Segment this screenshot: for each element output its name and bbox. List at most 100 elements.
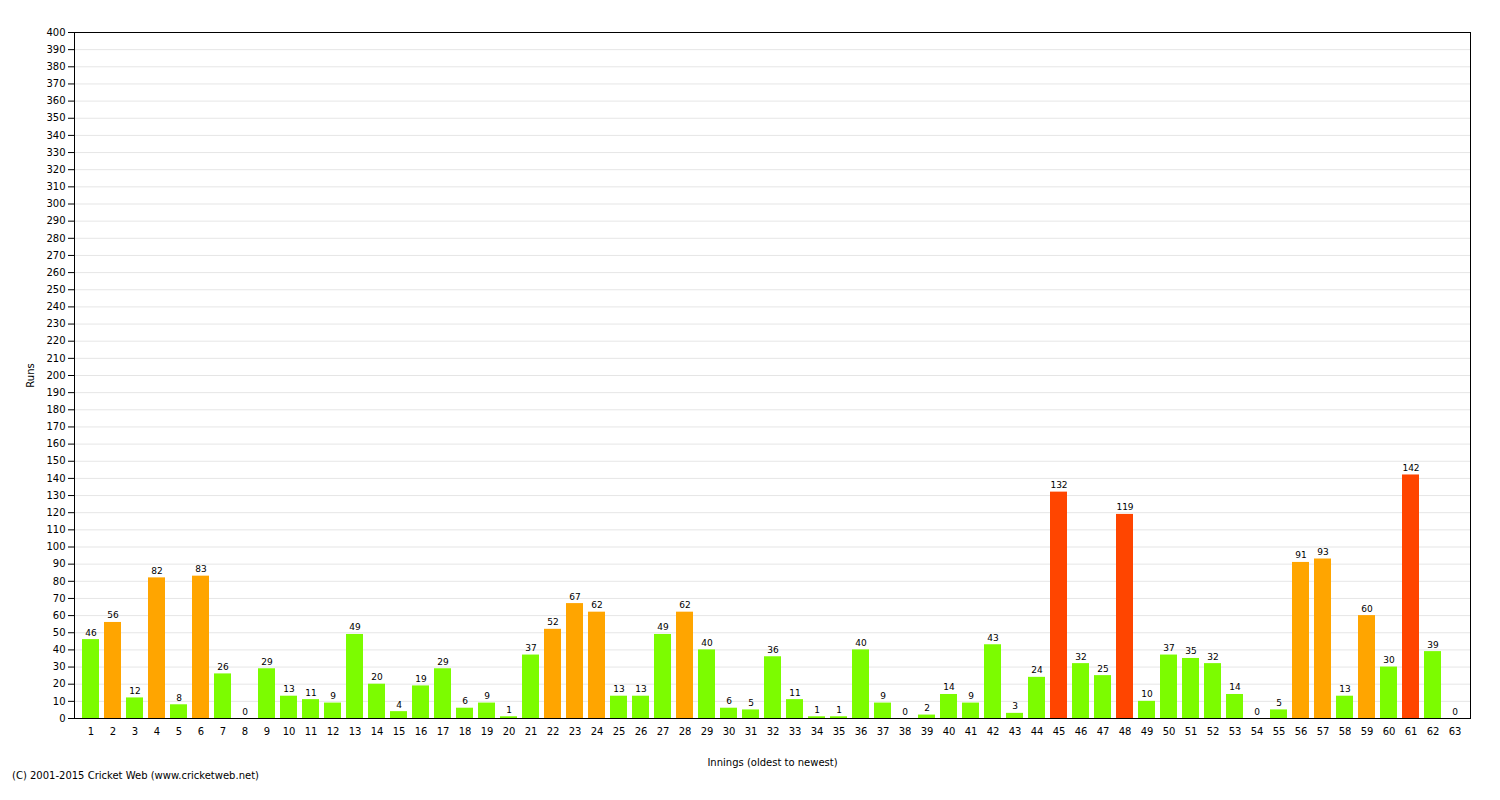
svg-text:14: 14 bbox=[1229, 682, 1241, 692]
svg-text:13: 13 bbox=[1339, 684, 1350, 694]
svg-text:54: 54 bbox=[1251, 726, 1264, 737]
svg-text:35: 35 bbox=[1185, 646, 1196, 656]
svg-text:39: 39 bbox=[1427, 640, 1439, 650]
svg-text:12: 12 bbox=[129, 686, 140, 696]
svg-text:3: 3 bbox=[1012, 701, 1018, 711]
svg-text:39: 39 bbox=[921, 726, 934, 737]
svg-text:160: 160 bbox=[46, 438, 65, 449]
svg-text:290: 290 bbox=[46, 215, 65, 226]
svg-text:13: 13 bbox=[613, 684, 624, 694]
svg-text:26: 26 bbox=[635, 726, 648, 737]
svg-text:32: 32 bbox=[1075, 652, 1086, 662]
svg-text:58: 58 bbox=[1339, 726, 1352, 737]
svg-text:10: 10 bbox=[1141, 689, 1153, 699]
svg-text:8: 8 bbox=[176, 693, 182, 703]
svg-text:62: 62 bbox=[1427, 726, 1440, 737]
svg-text:61: 61 bbox=[1405, 726, 1418, 737]
svg-text:0: 0 bbox=[59, 713, 65, 724]
svg-text:130: 130 bbox=[46, 490, 65, 501]
svg-text:44: 44 bbox=[1031, 726, 1044, 737]
svg-text:46: 46 bbox=[1075, 726, 1088, 737]
svg-text:0: 0 bbox=[242, 707, 248, 717]
svg-text:119: 119 bbox=[1116, 502, 1133, 512]
svg-text:14: 14 bbox=[943, 682, 955, 692]
svg-text:27: 27 bbox=[657, 726, 670, 737]
svg-text:15: 15 bbox=[393, 726, 406, 737]
svg-text:200: 200 bbox=[46, 370, 65, 381]
svg-text:55: 55 bbox=[1273, 726, 1286, 737]
svg-text:52: 52 bbox=[547, 617, 558, 627]
svg-text:43: 43 bbox=[987, 633, 998, 643]
svg-text:24: 24 bbox=[1031, 665, 1043, 675]
svg-text:4: 4 bbox=[154, 726, 160, 737]
svg-text:46: 46 bbox=[85, 628, 97, 638]
svg-text:190: 190 bbox=[46, 387, 65, 398]
svg-text:19: 19 bbox=[481, 726, 494, 737]
svg-text:43: 43 bbox=[1009, 726, 1022, 737]
svg-text:180: 180 bbox=[46, 404, 65, 415]
svg-text:32: 32 bbox=[767, 726, 780, 737]
svg-text:4: 4 bbox=[396, 700, 402, 710]
svg-text:13: 13 bbox=[635, 684, 646, 694]
svg-text:50: 50 bbox=[1163, 726, 1176, 737]
svg-text:10: 10 bbox=[283, 726, 296, 737]
svg-text:28: 28 bbox=[679, 726, 692, 737]
svg-text:34: 34 bbox=[811, 726, 824, 737]
svg-text:1: 1 bbox=[506, 705, 512, 715]
svg-text:35: 35 bbox=[833, 726, 846, 737]
svg-text:57: 57 bbox=[1317, 726, 1330, 737]
svg-text:60: 60 bbox=[53, 610, 66, 621]
svg-text:19: 19 bbox=[415, 674, 427, 684]
svg-text:140: 140 bbox=[46, 473, 65, 484]
svg-text:6: 6 bbox=[726, 696, 732, 706]
svg-text:56: 56 bbox=[107, 610, 119, 620]
svg-text:22: 22 bbox=[547, 726, 560, 737]
svg-text:53: 53 bbox=[1229, 726, 1242, 737]
svg-text:400: 400 bbox=[46, 27, 65, 38]
svg-text:48: 48 bbox=[1119, 726, 1132, 737]
svg-text:36: 36 bbox=[855, 726, 868, 737]
svg-text:0: 0 bbox=[1452, 707, 1458, 717]
svg-text:52: 52 bbox=[1207, 726, 1220, 737]
svg-text:41: 41 bbox=[965, 726, 978, 737]
svg-text:38: 38 bbox=[899, 726, 912, 737]
svg-text:240: 240 bbox=[46, 301, 65, 312]
svg-text:110: 110 bbox=[46, 524, 65, 535]
svg-text:67: 67 bbox=[569, 592, 580, 602]
svg-text:2: 2 bbox=[924, 703, 930, 713]
svg-text:Runs: Runs bbox=[25, 363, 36, 387]
svg-text:12: 12 bbox=[327, 726, 340, 737]
svg-text:10: 10 bbox=[53, 696, 66, 707]
svg-text:100: 100 bbox=[46, 541, 65, 552]
svg-text:6: 6 bbox=[198, 726, 204, 737]
svg-text:18: 18 bbox=[459, 726, 472, 737]
svg-text:11: 11 bbox=[305, 726, 318, 737]
svg-text:51: 51 bbox=[1185, 726, 1198, 737]
svg-text:40: 40 bbox=[701, 638, 713, 648]
svg-text:23: 23 bbox=[569, 726, 582, 737]
svg-text:2: 2 bbox=[110, 726, 116, 737]
svg-text:91: 91 bbox=[1295, 550, 1306, 560]
svg-text:36: 36 bbox=[767, 645, 779, 655]
svg-text:90: 90 bbox=[53, 558, 66, 569]
svg-text:210: 210 bbox=[46, 353, 65, 364]
svg-text:9: 9 bbox=[484, 691, 490, 701]
svg-text:14: 14 bbox=[371, 726, 384, 737]
svg-text:6: 6 bbox=[462, 696, 468, 706]
svg-text:1: 1 bbox=[88, 726, 94, 737]
svg-text:350: 350 bbox=[46, 112, 65, 123]
svg-text:21: 21 bbox=[525, 726, 538, 737]
svg-text:40: 40 bbox=[53, 644, 66, 655]
svg-text:170: 170 bbox=[46, 421, 65, 432]
svg-text:47: 47 bbox=[1097, 726, 1110, 737]
svg-text:360: 360 bbox=[46, 95, 65, 106]
svg-text:260: 260 bbox=[46, 267, 65, 278]
svg-text:62: 62 bbox=[679, 600, 690, 610]
svg-text:320: 320 bbox=[46, 164, 65, 175]
svg-text:49: 49 bbox=[1141, 726, 1154, 737]
svg-text:1: 1 bbox=[836, 705, 842, 715]
svg-text:0: 0 bbox=[1254, 707, 1260, 717]
svg-text:330: 330 bbox=[46, 147, 65, 158]
svg-text:13: 13 bbox=[283, 684, 294, 694]
svg-text:45: 45 bbox=[1053, 726, 1066, 737]
